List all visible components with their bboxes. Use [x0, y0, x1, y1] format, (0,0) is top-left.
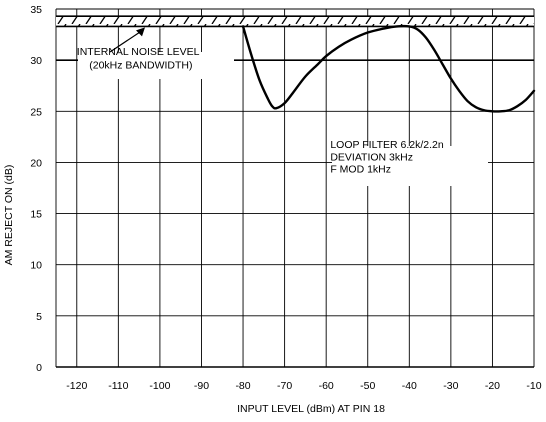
x-tick-label--50: -50 — [360, 380, 375, 392]
x-axis-title: INPUT LEVEL (dBm) AT PIN 18 — [237, 403, 385, 415]
tick-label-layer: -120 -110 -100 -90 -80 -70 -60 -50 -40 -30 -20 -100… — [30, 4, 541, 392]
x-tick-label--20: -20 — [485, 380, 500, 392]
x-tick-label--40: -40 — [402, 380, 417, 392]
y-tick-label-0: 0 — [36, 362, 42, 374]
x-tick-label--110: -110 — [108, 380, 128, 392]
annotation-2: LOOP FILTER 6.2k/2.2n — [330, 139, 444, 151]
annotation-0: INTERNAL NOISE LEVEL — [77, 46, 200, 58]
x-tick-label--120: -120 — [66, 380, 87, 392]
y-tick-label-15: 15 — [30, 209, 42, 221]
x-tick-label--60: -60 — [319, 380, 334, 392]
annotation-4: F MOD 1kHz — [330, 164, 391, 176]
x-tick-label--100: -100 — [149, 380, 170, 392]
annotation-1: (20kHz BANDWIDTH) — [89, 59, 192, 71]
annotation-3: DEVIATION 3kHz — [330, 151, 413, 163]
noise-level-band — [56, 15, 534, 28]
y-tick-label-35: 35 — [30, 4, 42, 16]
grid-layer — [55, 8, 535, 368]
noise-arrow-head — [136, 27, 145, 37]
annotation-bg-conditions — [332, 146, 488, 186]
series-layer — [241, 24, 536, 113]
annotation-layer: INTERNAL NOISE LEVEL(20kHz BANDWIDTH) LOO… — [77, 27, 444, 176]
annotation-backgrounds — [78, 52, 488, 186]
x-tick-label--70: -70 — [277, 380, 292, 392]
annotation-bg-noise — [78, 52, 234, 79]
y-tick-label-30: 30 — [30, 55, 42, 67]
x-tick-label--80: -80 — [235, 380, 250, 392]
x-tick-label--10: -10 — [526, 380, 541, 392]
y-tick-label-25: 25 — [30, 106, 42, 118]
noise-arrow-line — [109, 30, 142, 53]
x-tick-label--30: -30 — [443, 380, 458, 392]
y-axis-title: AM REJECT ON (dB) — [3, 165, 15, 266]
y-tick-label-20: 20 — [30, 157, 42, 169]
noise-band-hatch — [56, 16, 534, 27]
y-tick-label-10: 10 — [30, 260, 42, 272]
series-line-0 — [241, 24, 536, 113]
y-tick-label-5: 5 — [36, 311, 42, 323]
x-tick-label--90: -90 — [194, 380, 209, 392]
